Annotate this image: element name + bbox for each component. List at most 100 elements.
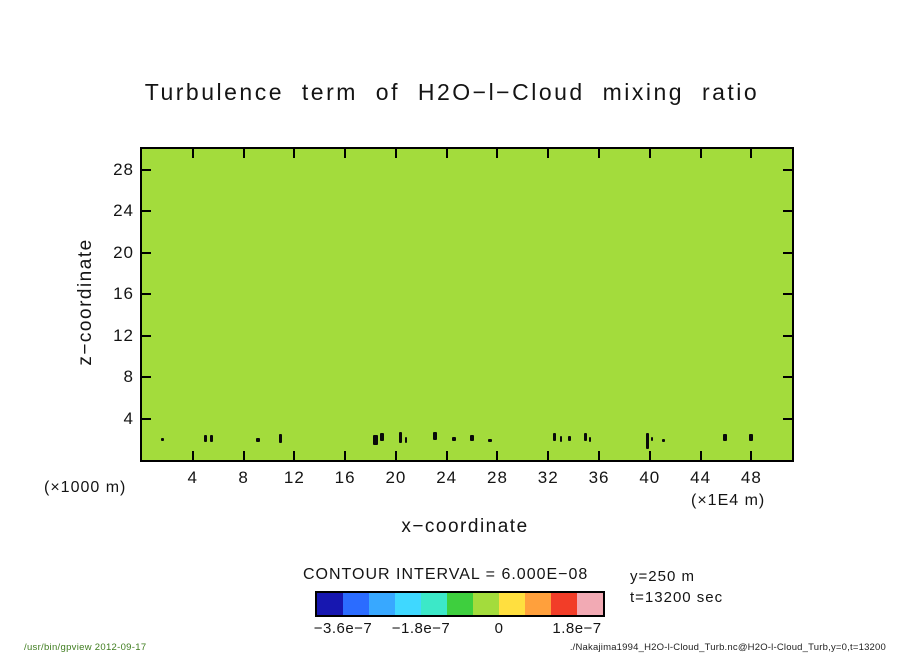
- x-tick-mark: [344, 149, 347, 158]
- y-tick-label: 24: [113, 201, 134, 221]
- y-axis-unit: (×1000 m): [44, 479, 127, 496]
- x-axis-unit: (×1E4 m): [691, 492, 766, 509]
- x-tick-mark: [394, 451, 397, 460]
- contour-feature: [433, 432, 438, 441]
- x-tick-mark: [394, 149, 397, 158]
- colorbar-segment: [317, 593, 343, 615]
- colorbar: [315, 591, 605, 617]
- contour-feature: [379, 433, 384, 442]
- x-tick-mark: [648, 451, 651, 460]
- colorbar-tick-label: 0: [494, 620, 504, 637]
- x-tick-label: 16: [334, 468, 356, 487]
- x-tick-mark: [750, 451, 753, 460]
- colorbar-segment: [577, 593, 603, 615]
- plot-area: 4 8 12 16 20 24 28 32 36 40 44 48 4 8 12 16 20 24 28: [113, 147, 794, 487]
- y-tick-mark: [783, 210, 792, 213]
- x-tick-mark: [598, 451, 601, 460]
- contour-feature: [405, 437, 408, 444]
- colorbar-tick-label: 1.8e−7: [552, 620, 602, 637]
- x-tick-label: 12: [283, 468, 305, 487]
- y-tick-mark: [142, 417, 151, 420]
- x-tick-mark: [750, 149, 753, 158]
- contour-feature: [662, 438, 666, 442]
- contour-feature: [203, 434, 207, 442]
- y-tick-mark: [142, 293, 151, 296]
- x-tick-label: 20: [385, 468, 407, 487]
- x-tick-mark: [344, 451, 347, 460]
- y-tick-mark: [783, 376, 792, 379]
- colorbar-segment: [421, 593, 447, 615]
- y-tick-label: 12: [113, 325, 134, 345]
- x-tick-label: 40: [639, 468, 661, 487]
- y-tick-mark: [783, 417, 792, 420]
- y-tick-label: 20: [113, 242, 134, 262]
- contour-feature: [589, 436, 592, 442]
- y-tick-mark: [783, 168, 792, 171]
- y-tick-mark: [142, 251, 151, 254]
- x-tick-mark: [699, 149, 702, 158]
- y-tick-mark: [142, 210, 151, 213]
- contour-feature: [568, 435, 572, 441]
- footer-command-text: /usr/bin/gpview 2012-09-17: [24, 642, 147, 653]
- chart-title: Turbulence term of H2O−l−Cloud mixing ra…: [144, 79, 760, 105]
- contour-feature: [160, 437, 164, 441]
- colorbar-tick-label: −1.8e−7: [391, 620, 451, 637]
- y-tick-mark: [783, 251, 792, 254]
- x-tick-label: 4: [187, 468, 199, 487]
- colorbar-segment: [551, 593, 577, 615]
- x-tick-label: 36: [588, 468, 610, 487]
- x-tick-mark: [598, 149, 601, 158]
- x-tick-label: 24: [436, 468, 458, 487]
- y-tick-mark: [142, 376, 151, 379]
- contour-feature: [210, 434, 214, 442]
- x-tick-label: 48: [740, 468, 762, 487]
- x-tick-label: 44: [690, 468, 712, 487]
- colorbar-segment: [499, 593, 525, 615]
- contour-feature: [373, 435, 379, 446]
- y-tick-label: 8: [123, 367, 134, 387]
- y-tick-label: 16: [113, 284, 134, 304]
- x-tick-label: 8: [238, 468, 249, 487]
- colorbar-segment: [395, 593, 421, 615]
- x-tick-mark: [496, 451, 499, 460]
- footer-file-text: ./Nakajima1994_H2O-l-Cloud_Turb.nc@H2O-l…: [569, 642, 886, 653]
- x-tick-label: 28: [487, 468, 508, 487]
- x-tick-mark: [547, 149, 550, 158]
- contour-feature: [553, 433, 557, 442]
- x-tick-mark: [293, 451, 296, 460]
- contour-feature: [645, 433, 649, 450]
- y-tick-label: 28: [113, 159, 134, 179]
- x-tick-mark: [496, 149, 499, 158]
- colorbar-segment: [525, 593, 551, 615]
- y-tick-mark: [783, 293, 792, 296]
- colorbar-segment: [343, 593, 369, 615]
- contour-feature: [487, 438, 492, 442]
- y-tick-mark: [783, 334, 792, 337]
- contour-feature: [452, 437, 457, 442]
- contour-feature: [255, 438, 260, 443]
- contour-feature: [399, 431, 403, 443]
- colorbar-segment: [447, 593, 473, 615]
- contour-feature: [559, 436, 562, 443]
- y-tick-mark: [142, 334, 151, 337]
- contour-feature: [278, 433, 282, 443]
- y-tick-label: 4: [123, 408, 134, 428]
- y-tick-mark: [142, 168, 151, 171]
- x-tick-mark: [191, 451, 194, 460]
- x-axis-label: x−coordinate: [401, 516, 529, 537]
- contour-interval-label: CONTOUR INTERVAL = 6.000E−08: [303, 566, 589, 583]
- contour-feature: [583, 433, 587, 442]
- contour-feature: [749, 433, 754, 441]
- x-tick-mark: [547, 451, 550, 460]
- time-annotation: t=13200 sec: [630, 589, 724, 606]
- x-tick-mark: [445, 451, 448, 460]
- contour-feature: [470, 435, 475, 442]
- x-tick-label: 32: [537, 468, 559, 487]
- colorbar-segment: [473, 593, 499, 615]
- contour-feature: [651, 437, 654, 442]
- x-tick-mark: [242, 149, 245, 158]
- x-tick-mark: [699, 451, 702, 460]
- colorbar-tick-label: −3.6e−7: [313, 620, 373, 637]
- x-tick-mark: [293, 149, 296, 158]
